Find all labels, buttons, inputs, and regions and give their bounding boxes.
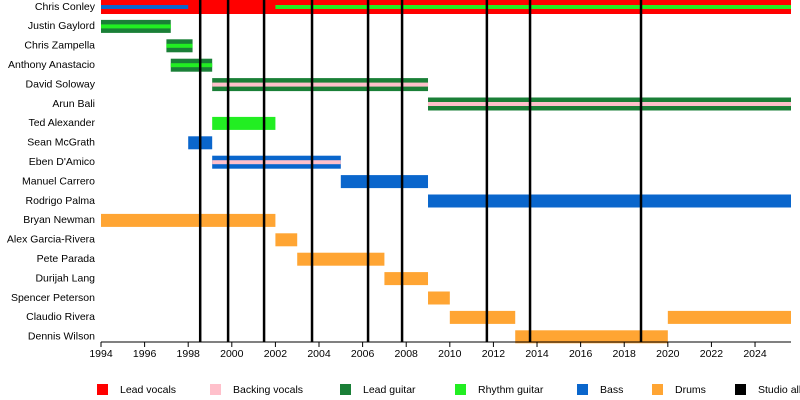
- member-label: Alex Garcia-Rivera: [7, 234, 95, 246]
- member-label: Pete Parada: [37, 253, 96, 265]
- x-tick-label: 1998: [177, 348, 201, 360]
- x-tick-label: 2002: [264, 348, 288, 360]
- member-bar: [428, 291, 450, 305]
- legend-label: Lead vocals: [120, 384, 176, 396]
- legend-label: Backing vocals: [233, 384, 303, 396]
- x-tick-label: 2004: [307, 348, 331, 360]
- member-label: Dennis Wilson: [28, 331, 95, 343]
- member-label: Bryan Newman: [23, 214, 95, 226]
- x-tick-label: 2018: [613, 348, 637, 360]
- member-label: Durijah Lang: [35, 272, 95, 284]
- legend-swatch: [577, 384, 588, 395]
- legend-swatch: [455, 384, 466, 395]
- legend-item: Studio albums: [735, 384, 800, 396]
- legend-item: Rhythm guitar: [455, 384, 544, 396]
- legend-swatch: [340, 384, 351, 395]
- member-bar: [667, 310, 791, 324]
- role-overlay: [212, 160, 341, 165]
- legend-label: Lead guitar: [363, 384, 416, 396]
- member-bar: [515, 330, 668, 344]
- legend-swatch: [210, 384, 221, 395]
- member-bar: [384, 272, 429, 286]
- member-bar: [428, 194, 791, 208]
- member-bar: [340, 175, 429, 189]
- member-label: Justin Gaylord: [28, 20, 95, 32]
- x-tick-label: 2016: [569, 348, 593, 360]
- member-label: Manuel Carrero: [22, 175, 95, 187]
- member-label: Anthony Anastacio: [8, 59, 95, 71]
- legend-item: Drums: [652, 384, 706, 396]
- legend-item: Lead vocals: [97, 384, 176, 396]
- member-label: David Soloway: [26, 78, 96, 90]
- x-tick-label: 2022: [700, 348, 724, 360]
- legend-swatch: [97, 384, 108, 395]
- legend-label: Bass: [600, 384, 623, 396]
- x-tick-label: 1994: [89, 348, 113, 360]
- x-tick-label: 1996: [133, 348, 157, 360]
- legend-label: Drums: [675, 384, 706, 396]
- member-bar: [297, 252, 385, 266]
- member-label: Ted Alexander: [28, 117, 95, 129]
- role-overlay: [101, 5, 189, 9]
- x-tick-label: 2010: [438, 348, 462, 360]
- member-label: Sean McGrath: [27, 137, 95, 149]
- x-tick-label: 2000: [220, 348, 244, 360]
- role-overlay: [275, 5, 791, 9]
- role-overlay: [170, 63, 213, 68]
- x-tick-label: 2014: [525, 348, 549, 360]
- member-bar: [275, 233, 298, 247]
- legend-item: Lead guitar: [340, 384, 416, 396]
- x-tick-label: 2012: [482, 348, 506, 360]
- legend-swatch: [652, 384, 663, 395]
- member-label: Chris Zampella: [24, 40, 95, 52]
- member-label: Eben D'Amico: [29, 156, 95, 168]
- member-bar: [449, 310, 516, 324]
- legend-item: Bass: [577, 384, 623, 396]
- member-label: Spencer Peterson: [11, 292, 95, 304]
- x-tick-label: 2008: [395, 348, 419, 360]
- legend-item: Backing vocals: [210, 384, 303, 396]
- member-label: Rodrigo Palma: [26, 195, 96, 207]
- role-overlay: [101, 24, 171, 29]
- member-bar: [212, 116, 276, 130]
- legend-label: Studio albums: [758, 384, 800, 396]
- member-bar: [101, 213, 276, 227]
- legend-label: Rhythm guitar: [478, 384, 544, 396]
- x-tick-label: 2006: [351, 348, 375, 360]
- legend-swatch: [735, 384, 746, 395]
- x-tick-label: 2024: [743, 348, 767, 360]
- member-label: Arun Bali: [52, 98, 95, 110]
- role-overlay: [212, 82, 429, 87]
- member-label: Chris Conley: [35, 1, 96, 13]
- role-overlay: [428, 102, 791, 106]
- role-overlay: [166, 43, 193, 48]
- x-tick-label: 2020: [656, 348, 680, 360]
- member-label: Claudio Rivera: [26, 311, 95, 323]
